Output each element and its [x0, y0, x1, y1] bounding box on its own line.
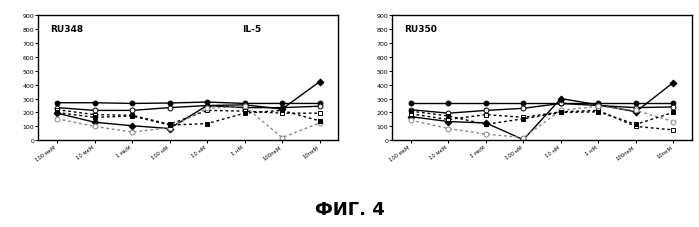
- Text: RU348: RU348: [50, 25, 84, 34]
- Text: IL-5: IL-5: [243, 25, 261, 34]
- Text: RU350: RU350: [404, 25, 437, 34]
- Text: ФИГ. 4: ФИГ. 4: [315, 200, 384, 218]
